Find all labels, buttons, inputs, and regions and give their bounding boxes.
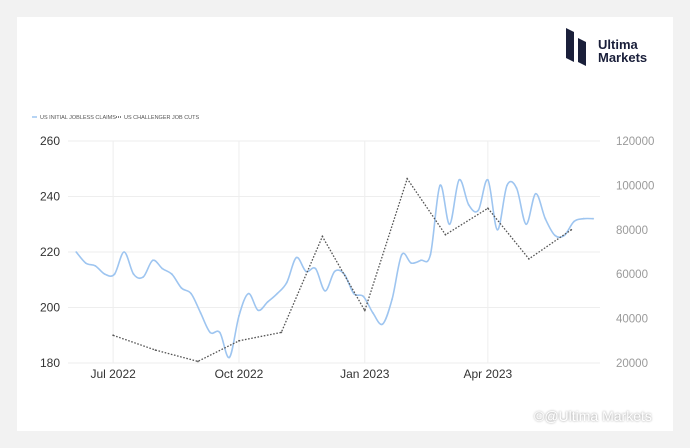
data-point [592,217,595,220]
y-left-tick-label: 200 [40,301,60,315]
brand-logo-mark [566,28,586,66]
data-point [515,187,518,190]
data-point [190,292,192,295]
data-point [333,270,336,273]
data-point [84,262,87,264]
data-point [104,273,106,276]
data-point [295,256,298,259]
y-left-tick-label: 220 [40,245,60,259]
data-point [582,217,585,220]
data-point [257,309,259,312]
x-tick-label: Apr 2023 [464,367,513,381]
data-point [410,262,413,264]
data-point [553,234,556,237]
data-point [573,220,575,223]
data-point [113,273,116,276]
data-point [112,334,115,337]
data-point [381,323,384,326]
data-point [123,251,125,253]
y-right-tick-label: 60000 [616,269,648,281]
data-point [419,259,422,262]
data-point [305,270,307,273]
data-point [458,178,461,181]
data-point [563,234,566,237]
data-point [467,203,470,206]
data-point [544,217,547,220]
data-point [486,178,489,181]
data-point [199,312,202,314]
data-point [496,228,499,231]
data-point [477,209,480,212]
y-right-tick-label: 20000 [616,358,648,370]
x-tick-label: Jan 2023 [340,367,390,381]
y-right-tick-label: 120000 [616,136,654,148]
data-point [506,184,508,187]
data-point [238,314,240,317]
data-point [314,267,317,270]
series-line-jobless-claims [75,179,594,359]
data-point [142,276,145,278]
data-point [151,259,154,262]
data-point [209,331,212,334]
x-tick-label: Oct 2022 [215,367,264,381]
x-tick-label: Jul 2022 [90,367,136,381]
data-point [534,192,537,195]
data-point [154,349,157,352]
data-point [171,273,173,276]
brand-line-1: Ultima [598,37,638,52]
brand-logo-text: Ultima Markets [598,38,647,64]
data-point [132,273,135,276]
watermark: ©@Ultima Markets [534,408,652,424]
data-point [285,281,288,284]
data-point [486,207,489,210]
legend-label: US INITIAL JOBLESS CLAIMS [40,115,116,121]
data-point [362,295,365,298]
data-point [228,356,231,359]
data-point [197,360,199,363]
data-point [180,287,183,289]
legend-label: US CHALLENGER JOB CUTS [124,115,200,121]
data-point [276,292,279,295]
data-point [352,292,355,295]
data-point [525,223,528,226]
y-right-tick-label: 100000 [616,180,654,192]
data-point [363,309,366,312]
data-point [429,253,432,256]
data-point [75,251,78,253]
data-point [406,177,409,180]
data-point [527,257,530,260]
data-point [161,267,164,270]
data-point [218,331,221,334]
y-left-tick-label: 260 [40,134,60,148]
data-point [372,312,374,314]
y-right-tick-label: 40000 [616,314,648,326]
data-point [570,228,573,231]
data-point [400,253,403,256]
data-point [266,301,269,303]
data-point [324,289,327,292]
data-point [280,331,283,334]
data-point [238,339,240,342]
brand-line-2: Markets [598,50,648,65]
data-point [247,292,250,295]
y-right-tick-label: 80000 [616,225,648,237]
data-point [444,233,447,236]
data-point [439,184,441,187]
data-point [391,298,394,301]
data-point [321,235,324,238]
data-point [448,223,451,226]
y-left-tick-label: 240 [40,190,60,204]
chart-card [17,17,673,431]
data-point [94,264,97,267]
series-line-job-cuts [112,177,572,363]
y-left-tick-label: 180 [40,356,60,370]
